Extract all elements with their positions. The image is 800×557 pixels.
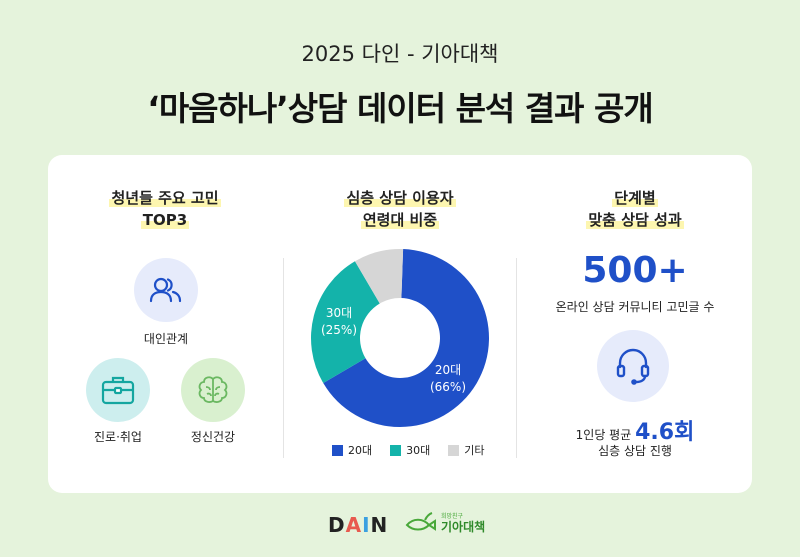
- data-label-name: 20대: [434, 363, 462, 377]
- briefcase-icon: [86, 358, 150, 422]
- legend-swatch: [332, 444, 343, 456]
- legend: 20대 30대 기타: [332, 442, 485, 458]
- results-heading: 단계별 맞춤 상담 성과: [535, 187, 735, 231]
- avg-value: 4.6회: [635, 420, 695, 445]
- heading-line: TOP3: [140, 211, 190, 229]
- item-label: 정신건강: [190, 430, 236, 444]
- donut-slice-기타: [354, 249, 404, 304]
- avg-prefix: 1인당 평균: [575, 428, 632, 442]
- heading-line: 맞춤 상담 성과: [586, 211, 684, 229]
- legend-swatch: [390, 444, 402, 456]
- kfhi-logo: 희망친구 기아대책: [405, 511, 485, 533]
- dain-logo: DAIN: [328, 513, 389, 537]
- avg-caption: 심층 상담 진행: [598, 444, 672, 458]
- legend-label: 30대: [406, 444, 431, 457]
- donut-slice-20대: [323, 249, 489, 427]
- legend-item: 기타: [448, 442, 485, 458]
- chart-title-line: 심층 상담 이용자: [344, 189, 456, 207]
- big-number: 500+: [582, 250, 688, 291]
- legend-swatch: [448, 444, 460, 456]
- subtitle: 2025 다인 - 기아대책: [301, 42, 499, 66]
- brain-icon: [181, 358, 245, 422]
- donut-slice-30대: [311, 261, 380, 384]
- legend-item: 30대: [390, 442, 430, 458]
- data-label-pct: (25%): [320, 323, 358, 337]
- avg-line: 1인당 평균 4.6회: [535, 414, 735, 446]
- legend-item: 20대: [332, 442, 372, 458]
- legend-label: 20대: [348, 444, 373, 457]
- item-label: 대인관계: [143, 332, 189, 346]
- divider: [516, 258, 517, 458]
- heading-line: 청년들 주요 고민: [109, 189, 221, 207]
- data-label-pct: (66%): [429, 380, 467, 394]
- data-label-20s: 20대 (66%): [418, 362, 478, 396]
- heading-line: 단계별: [612, 189, 658, 207]
- big-caption: 온라인 상담 커뮤니티 고민글 수: [555, 300, 715, 314]
- top3-heading: 청년들 주요 고민 TOP3: [65, 187, 265, 231]
- people-icon: [134, 258, 198, 322]
- page-title: ‘마음하나’상담 데이터 분석 결과 공개: [147, 89, 653, 128]
- chart-title-line: 연령대 비중: [360, 211, 440, 229]
- chart-title: 심층 상담 이용자 연령대 비중: [300, 187, 500, 231]
- headset-icon: [597, 330, 669, 402]
- data-label-30s: 30대 (25%): [309, 305, 369, 339]
- legend-label: 기타: [464, 444, 485, 457]
- donut-chart: [311, 249, 489, 427]
- fish-icon: [405, 512, 436, 531]
- logo-text: 기아대책: [441, 520, 486, 534]
- item-label: 진로·취업: [94, 430, 142, 444]
- data-label-name: 30대: [325, 306, 353, 320]
- logo-small-text: 희망친구: [441, 513, 464, 520]
- divider: [283, 258, 284, 458]
